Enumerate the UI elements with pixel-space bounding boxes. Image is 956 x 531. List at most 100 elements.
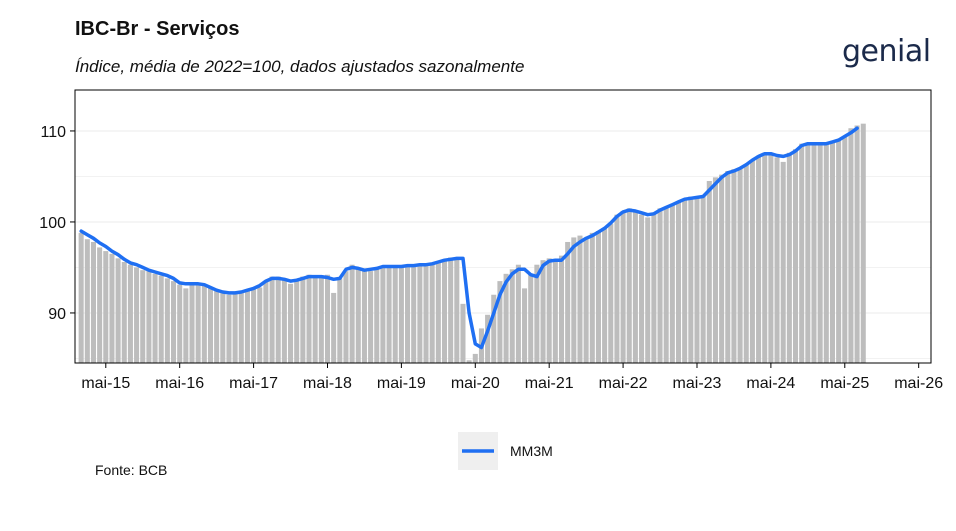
bar [380,266,386,363]
bar [792,149,799,363]
bar [675,201,682,363]
genial-logo: genial [842,34,931,69]
x-tick-label: mai-17 [229,375,278,392]
bar [608,223,614,363]
bar [466,360,472,363]
bar [540,260,546,363]
bar [281,279,287,363]
bar [860,123,866,363]
bar [90,241,96,363]
bar [337,278,343,363]
bar [263,281,269,363]
bar [386,267,392,363]
x-tick-label: mai-15 [81,375,130,392]
bar [620,211,626,363]
bar [829,141,835,363]
bar [84,239,90,363]
bar [164,278,170,363]
bar [454,258,460,363]
bar [811,142,817,363]
mm3m-series-line [79,126,859,350]
bar [171,281,177,363]
bar [805,142,811,363]
bar [823,143,829,363]
bar [737,167,743,363]
bar [768,153,774,363]
bar [657,208,663,363]
bar [528,274,534,363]
bar [441,259,448,363]
bar [509,269,515,363]
bar [571,237,577,363]
bar [232,292,238,363]
bar [78,232,84,363]
bar [97,247,103,363]
y-tick-label: 110 [40,124,66,141]
bar [368,271,374,363]
source-note: Fonte: BCB [95,462,168,478]
bar [146,271,152,363]
bar [312,275,318,363]
x-tick-label: mai-23 [673,375,722,392]
x-tick-label: mai-26 [894,375,943,392]
bar [614,214,620,363]
bar [158,275,164,363]
bar [472,353,478,363]
bar [127,264,133,363]
bar [645,217,651,363]
x-tick-label: mai-19 [377,375,426,392]
bar [669,203,675,363]
bar [349,264,355,363]
bar [318,277,324,363]
bar [392,266,398,363]
bar [288,283,294,363]
bar [854,125,860,364]
bar [534,264,540,363]
bar [663,206,669,363]
y-axis: 90 100 110 [39,124,75,323]
x-tick-label: mai-21 [525,375,574,392]
bar [497,281,503,363]
bar [343,271,349,363]
bar [361,270,367,363]
bar [269,276,275,363]
bar [688,196,694,363]
bar [214,290,220,363]
bar [546,258,552,363]
bar [639,214,645,363]
bar [756,155,762,363]
bar [398,267,404,363]
bar [848,128,854,363]
bar [558,255,565,363]
bar [595,231,601,363]
bar [651,212,657,363]
chart-title: IBC-Br - Serviços [75,18,240,40]
bar-series [78,123,866,364]
bar [743,164,749,363]
bar [491,294,497,363]
bar [774,157,780,363]
bar [195,282,201,363]
bar [694,198,700,363]
bar [799,143,805,363]
bar [632,211,638,363]
x-axis: mai-15 mai-16 mai-17 mai-18 mai-19 mai-20 mai-… [81,363,943,392]
bar [589,232,595,363]
bar [577,235,583,363]
bar [189,283,195,363]
bar [355,267,361,363]
bar [374,267,380,363]
y-tick-label: 100 [39,215,66,232]
bar [460,303,466,363]
bar [177,284,183,363]
legend-label-mm3m: MM3M [510,443,553,459]
bar [201,284,207,363]
bar [602,228,608,363]
bar [448,257,454,363]
bar [121,261,127,363]
bar [842,136,848,363]
bar [435,261,441,363]
bar [226,294,232,363]
bar [522,288,528,363]
